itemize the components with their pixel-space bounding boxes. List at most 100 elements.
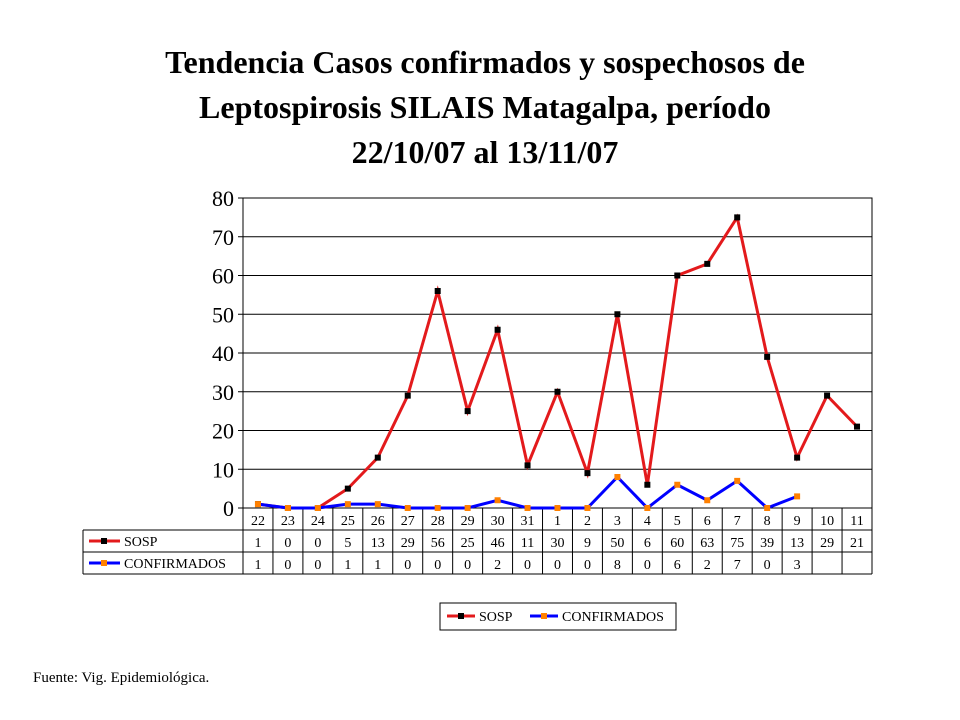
table-value-confirmados-28: 0 [434, 558, 441, 573]
x-tick-label-5: 5 [674, 514, 681, 529]
data-point-sosp-30 [494, 326, 501, 333]
data-point-sosp-7 [734, 214, 741, 221]
x-tick-label-28: 28 [431, 514, 445, 529]
legend-marker-confirmados [541, 613, 547, 619]
table-value-sosp-2: 9 [584, 536, 591, 551]
data-point-sosp-4 [644, 481, 651, 488]
data-point-sosp-29 [464, 408, 471, 415]
data-point-confirmados-5 [674, 481, 681, 488]
y-tick-label-0: 0 [223, 496, 234, 521]
data-point-sosp-31 [524, 462, 531, 469]
table-value-confirmados-4: 0 [644, 558, 651, 573]
table-value-confirmados-25: 1 [344, 558, 351, 573]
table-value-confirmados-31: 0 [524, 558, 531, 573]
data-point-confirmados-25 [344, 501, 351, 508]
data-point-sosp-8 [764, 353, 771, 360]
x-tick-label-22: 22 [251, 514, 265, 529]
source-note: Fuente: Vig. Epidemiológica. [33, 670, 210, 686]
y-tick-label-50: 50 [212, 302, 234, 327]
x-tick-label-23: 23 [281, 514, 295, 529]
data-point-confirmados-23 [284, 505, 291, 511]
table-value-confirmados-6: 2 [704, 558, 711, 573]
x-tick-label-10: 10 [820, 514, 834, 529]
table-legend-marker-sosp [101, 538, 107, 544]
data-point-confirmados-29 [464, 505, 471, 511]
data-point-confirmados-28 [434, 505, 441, 511]
table-value-confirmados-1: 0 [554, 558, 561, 573]
legend-marker-sosp [458, 613, 464, 619]
x-tick-label-11: 11 [850, 514, 863, 529]
x-tick-label-1: 1 [554, 514, 561, 529]
table-value-sosp-27: 29 [401, 536, 415, 551]
table-value-confirmados-29: 0 [464, 558, 471, 573]
table-value-confirmados-27: 0 [404, 558, 411, 573]
x-tick-label-9: 9 [794, 514, 801, 529]
table-series-label-sosp: SOSP [124, 535, 158, 550]
data-point-sosp-5 [674, 272, 681, 279]
table-value-confirmados-2: 0 [584, 558, 591, 573]
table-value-sosp-25: 5 [344, 536, 351, 551]
y-tick-label-30: 30 [212, 380, 234, 405]
table-value-confirmados-26: 1 [374, 558, 381, 573]
data-point-confirmados-3 [614, 474, 621, 480]
table-value-confirmados-23: 0 [284, 558, 291, 573]
data-point-confirmados-2 [584, 505, 591, 511]
table-value-sosp-11: 21 [850, 536, 864, 551]
table-value-sosp-5: 60 [670, 536, 684, 551]
table-value-sosp-22: 1 [254, 536, 261, 551]
chart-title-line-1: Tendencia Casos confirmados y sospechoso… [165, 44, 805, 80]
data-point-confirmados-31 [524, 505, 531, 511]
table-legend-marker-confirmados [101, 560, 107, 566]
legend: SOSP CONFIRMADOS [439, 602, 677, 631]
data-point-sosp-6 [704, 260, 711, 267]
data-point-confirmados-1 [554, 505, 561, 511]
data-point-sosp-3 [614, 311, 621, 318]
table-value-sosp-3: 50 [610, 536, 624, 551]
data-point-sosp-9 [794, 454, 801, 461]
data-point-sosp-10 [824, 392, 831, 399]
table-series-label-confirmados: CONFIRMADOS [124, 557, 226, 572]
x-tick-label-29: 29 [461, 514, 475, 529]
x-tick-label-27: 27 [401, 514, 415, 529]
data-point-sosp-27 [404, 392, 411, 399]
data-point-confirmados-26 [374, 501, 381, 508]
legend-label-sosp: SOSP [479, 610, 513, 625]
y-tick-label-70: 70 [212, 225, 234, 250]
chart-title-line-2: Leptospirosis SILAIS Matagalpa, período [199, 89, 771, 125]
x-tick-label-8: 8 [764, 514, 771, 529]
x-tick-label-31: 31 [521, 514, 535, 529]
y-tick-label-20: 20 [212, 419, 234, 444]
x-tick-label-24: 24 [311, 514, 325, 529]
table-value-sosp-28: 56 [431, 536, 445, 551]
table-value-sosp-1: 30 [551, 536, 565, 551]
table-value-confirmados-9: 3 [794, 558, 801, 573]
data-point-sosp-1 [554, 388, 561, 395]
data-point-confirmados-27 [404, 505, 411, 511]
x-tick-label-2: 2 [584, 514, 591, 529]
table-value-confirmados-24: 0 [314, 558, 321, 573]
table-value-sosp-26: 13 [371, 536, 385, 551]
y-tick-label-80: 80 [212, 186, 234, 211]
table-value-sosp-31: 11 [521, 536, 534, 551]
table-value-sosp-23: 0 [284, 536, 291, 551]
table-value-sosp-4: 6 [644, 536, 651, 551]
table-value-sosp-9: 13 [790, 536, 804, 551]
table-value-confirmados-22: 1 [254, 558, 261, 573]
x-tick-label-3: 3 [614, 514, 621, 529]
table-value-sosp-30: 46 [491, 536, 505, 551]
x-tick-label-25: 25 [341, 514, 355, 529]
data-point-confirmados-9 [794, 493, 801, 500]
data-point-sosp-11 [854, 423, 861, 430]
data-point-sosp-2 [584, 470, 591, 477]
x-tick-label-4: 4 [644, 514, 651, 529]
table-value-confirmados-5: 6 [674, 558, 681, 573]
x-tick-label-7: 7 [734, 514, 741, 529]
x-tick-label-30: 30 [491, 514, 505, 529]
data-point-confirmados-6 [704, 497, 711, 504]
table-value-sosp-6: 63 [700, 536, 714, 551]
table-value-sosp-7: 75 [730, 536, 744, 551]
y-tick-label-40: 40 [212, 341, 234, 366]
chart-title-line-3: 22/10/07 al 13/11/07 [351, 134, 619, 170]
table-value-sosp-10: 29 [820, 536, 834, 551]
